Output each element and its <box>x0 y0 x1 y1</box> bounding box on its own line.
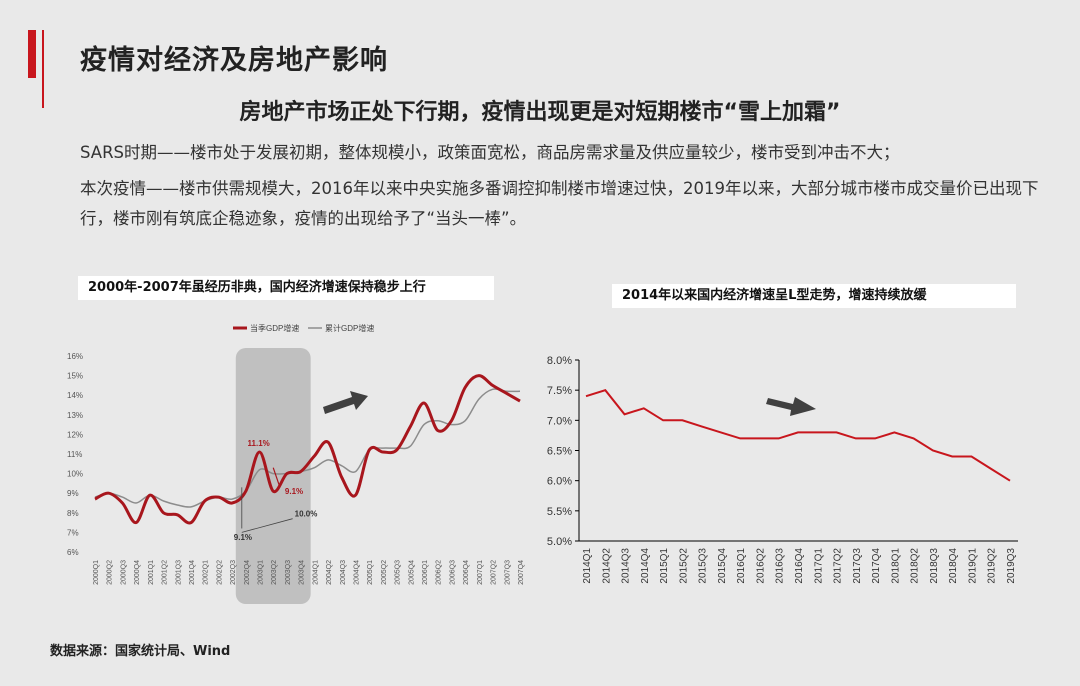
x-tick-label: 2005Q1 <box>367 560 374 585</box>
x-tick-label: 2002Q1 <box>203 560 210 585</box>
annotation-dip-pointer <box>272 467 280 486</box>
x-tick-label: 2018Q4 <box>948 548 959 584</box>
y-tick-label: 6.0% <box>547 476 572 488</box>
y-tick-label: 5.0% <box>547 536 572 548</box>
x-tick-label: 2004Q1 <box>312 560 319 585</box>
accent-line <box>42 30 44 108</box>
annotation-dip: 9.1% <box>285 487 303 496</box>
chart-gdp-2014-2019: 5.0% 5.5% 6.0% 6.5% 7.0% 7.5% 8.0% 2014Q1 2014Q2… <box>547 355 1018 584</box>
trend-arrow <box>766 397 816 416</box>
x-tick-label: 2014Q4 <box>640 548 651 584</box>
y-tick-label: 7.0% <box>547 415 572 427</box>
annotation-trend-line <box>241 518 293 533</box>
x-tick-label: 2007Q2 <box>491 560 498 585</box>
x-tick-label: 2005Q4 <box>408 560 415 585</box>
x-tick-label: 2019Q2 <box>987 548 998 584</box>
series-line-current-gdp <box>94 374 521 525</box>
y-tick-label: 14% <box>67 391 83 400</box>
x-tick-label: 2006Q3 <box>449 560 456 585</box>
x-tick-label: 2018Q2 <box>910 548 921 584</box>
x-tick-label: 2001Q2 <box>162 560 169 585</box>
x-tick-label: 2001Q4 <box>189 560 196 585</box>
y-tick-label: 10% <box>67 470 83 479</box>
y-tick-label: 6.5% <box>547 446 572 458</box>
y-tick-label: 7.5% <box>547 385 572 397</box>
x-tick-label: 2015Q1 <box>659 548 670 584</box>
page-title: 疫情对经济及房地产影响 <box>80 45 388 76</box>
x-tick-label: 2017Q4 <box>871 548 882 584</box>
y-tick-label: 6% <box>67 548 79 557</box>
x-tick-label: 2004Q3 <box>340 560 347 585</box>
x-tick-label: 2006Q2 <box>436 560 443 585</box>
x-tick-label: 2019Q3 <box>1006 548 1017 584</box>
legend-label-current-gdp: 当季GDP增速 <box>250 323 299 333</box>
trend-arrow <box>323 391 368 414</box>
x-tick-label: 2017Q1 <box>813 548 824 584</box>
y-tick-label: 8.0% <box>547 355 572 367</box>
annotation-start: 9.1% <box>234 533 252 542</box>
x-tick-label: 2002Q2 <box>216 560 223 585</box>
y-tick-label: 9% <box>67 489 79 498</box>
x-tick-label: 2016Q4 <box>794 548 805 584</box>
x-tick-label: 2007Q3 <box>504 560 511 585</box>
legend-label-cumulative-gdp: 累计GDP增速 <box>325 323 374 333</box>
x-tick-label: 2014Q3 <box>621 548 632 584</box>
y-tick-label: 5.5% <box>547 506 572 518</box>
x-tick-label: 2005Q2 <box>381 560 388 585</box>
series-line-gdp <box>585 389 1011 482</box>
x-tick-label: 2001Q1 <box>148 560 155 585</box>
x-tick-label: 2004Q2 <box>326 560 333 585</box>
x-tick-label: 2003Q2 <box>271 560 278 585</box>
x-tick-label: 2015Q2 <box>678 548 689 584</box>
y-tick-label: 8% <box>67 509 79 518</box>
x-tick-label: 2006Q1 <box>422 560 429 585</box>
paragraph-sars: SARS时期——楼市处于发展初期，整体规模小，政策面宽松，商品房需求量及供应量较… <box>80 143 900 162</box>
accent-bar <box>28 30 36 78</box>
chart2-title: 2014年以来国内经济增速呈L型走势，增速持续放缓 <box>612 284 1016 308</box>
x-tick-label: 2007Q4 <box>518 560 525 585</box>
x-tick-label: 2015Q4 <box>717 548 728 584</box>
sars-highlight-band <box>235 348 311 604</box>
x-tick-label: 2005Q3 <box>395 560 402 585</box>
x-tick-label: 2002Q3 <box>230 560 237 585</box>
page-subtitle: 房地产市场正处下行期，疫情出现更是对短期楼市“雪上加霜” <box>239 100 841 125</box>
x-tick-label: 2019Q1 <box>967 548 978 584</box>
x-tick-label: 2016Q1 <box>736 548 747 584</box>
annotation-peak: 11.1% <box>248 439 270 448</box>
x-tick-label: 2002Q4 <box>244 560 251 585</box>
x-tick-label: 2003Q1 <box>258 560 265 585</box>
y-tick-label: 15% <box>67 372 83 381</box>
y-tick-label: 11% <box>67 450 82 459</box>
x-tick-label: 2017Q3 <box>852 548 863 584</box>
x-tick-label: 2003Q3 <box>285 560 292 585</box>
x-tick-label: 2014Q2 <box>601 548 612 584</box>
data-source: 数据来源：国家统计局、Wind <box>50 644 231 659</box>
x-tick-label: 2003Q4 <box>299 560 306 585</box>
chart1-title: 2000年-2007年虽经历非典，国内经济增速保持稳步上行 <box>78 276 494 300</box>
x-tick-label: 2004Q4 <box>353 560 360 585</box>
y-tick-label: 7% <box>67 528 79 537</box>
x-tick-label: 2016Q2 <box>755 548 766 584</box>
y-tick-label: 12% <box>67 430 83 439</box>
paragraph-current-epidemic: 本次疫情——楼市供需规模大，2016年以来中央实施多番调控抑制楼市增速过快，20… <box>80 179 1039 228</box>
y-tick-label: 16% <box>67 352 83 361</box>
y-tick-label: 13% <box>67 411 83 420</box>
x-tick-label: 2018Q3 <box>929 548 940 584</box>
x-tick-label: 2014Q1 <box>582 548 593 584</box>
x-tick-label: 2007Q1 <box>477 560 484 585</box>
x-tick-label: 2000Q4 <box>134 560 141 585</box>
x-tick-label: 2016Q3 <box>775 548 786 584</box>
x-tick-label: 2006Q4 <box>463 560 470 585</box>
x-tick-label: 2000Q3 <box>120 560 127 585</box>
x-tick-label: 2001Q3 <box>175 560 182 585</box>
x-tick-label: 2018Q1 <box>890 548 901 584</box>
x-tick-label: 2000Q1 <box>93 560 100 585</box>
x-tick-label: 2000Q2 <box>107 560 114 585</box>
x-tick-label: 2017Q2 <box>833 548 844 584</box>
annotation-end: 10.0% <box>295 510 318 519</box>
chart-gdp-2000-2007: 6% 7% 8% 9% 10% 11% 12% 13% 14% 15% 16% 当季GDP增速 累计GD… <box>67 323 525 604</box>
x-tick-label: 2015Q3 <box>698 548 709 584</box>
